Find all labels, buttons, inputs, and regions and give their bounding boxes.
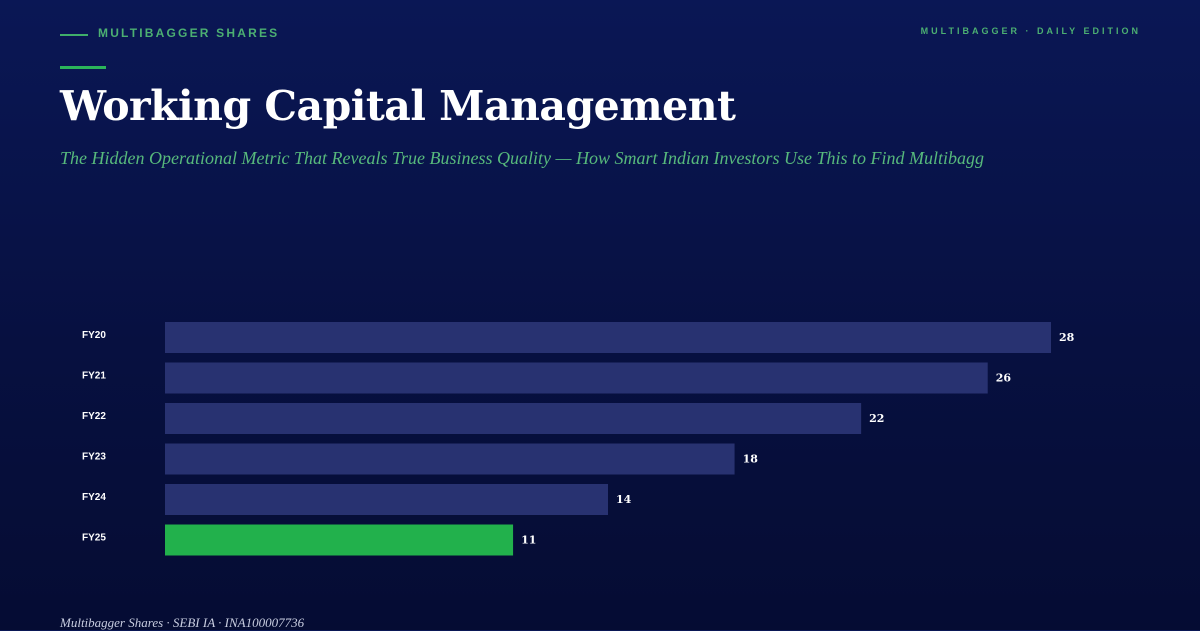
category-label: FY23 xyxy=(82,452,106,463)
value-label: 22 xyxy=(869,412,884,425)
bar-fy21 xyxy=(165,362,988,394)
bar-fy22 xyxy=(165,403,862,434)
page-subtitle: The Hidden Operational Metric That Revea… xyxy=(60,148,984,168)
page-title: Working Capital Management xyxy=(60,82,736,130)
category-label: FY24 xyxy=(82,492,106,503)
brand-name: MULTIBAGGER SHARES xyxy=(98,26,280,40)
title-accent xyxy=(60,66,106,69)
brand-line xyxy=(60,34,88,36)
edition-label: MULTIBAGGER · DAILY EDITION xyxy=(920,26,1141,36)
bar-fy20 xyxy=(165,322,1051,353)
value-label: 28 xyxy=(1059,331,1075,344)
category-label: FY25 xyxy=(82,533,106,544)
category-label: FY21 xyxy=(82,371,106,382)
value-label: 26 xyxy=(996,372,1012,385)
bar-fy24 xyxy=(165,484,608,515)
value-label: 18 xyxy=(743,453,759,466)
value-label: 14 xyxy=(616,493,632,506)
bar-fy25 xyxy=(165,524,514,556)
value-label: 11 xyxy=(521,534,536,547)
category-label: FY20 xyxy=(82,330,106,341)
category-label: FY22 xyxy=(82,411,106,422)
footer-credit: Multibagger Shares · SEBI IA · INA100007… xyxy=(60,615,305,630)
bar-fy23 xyxy=(165,443,735,475)
